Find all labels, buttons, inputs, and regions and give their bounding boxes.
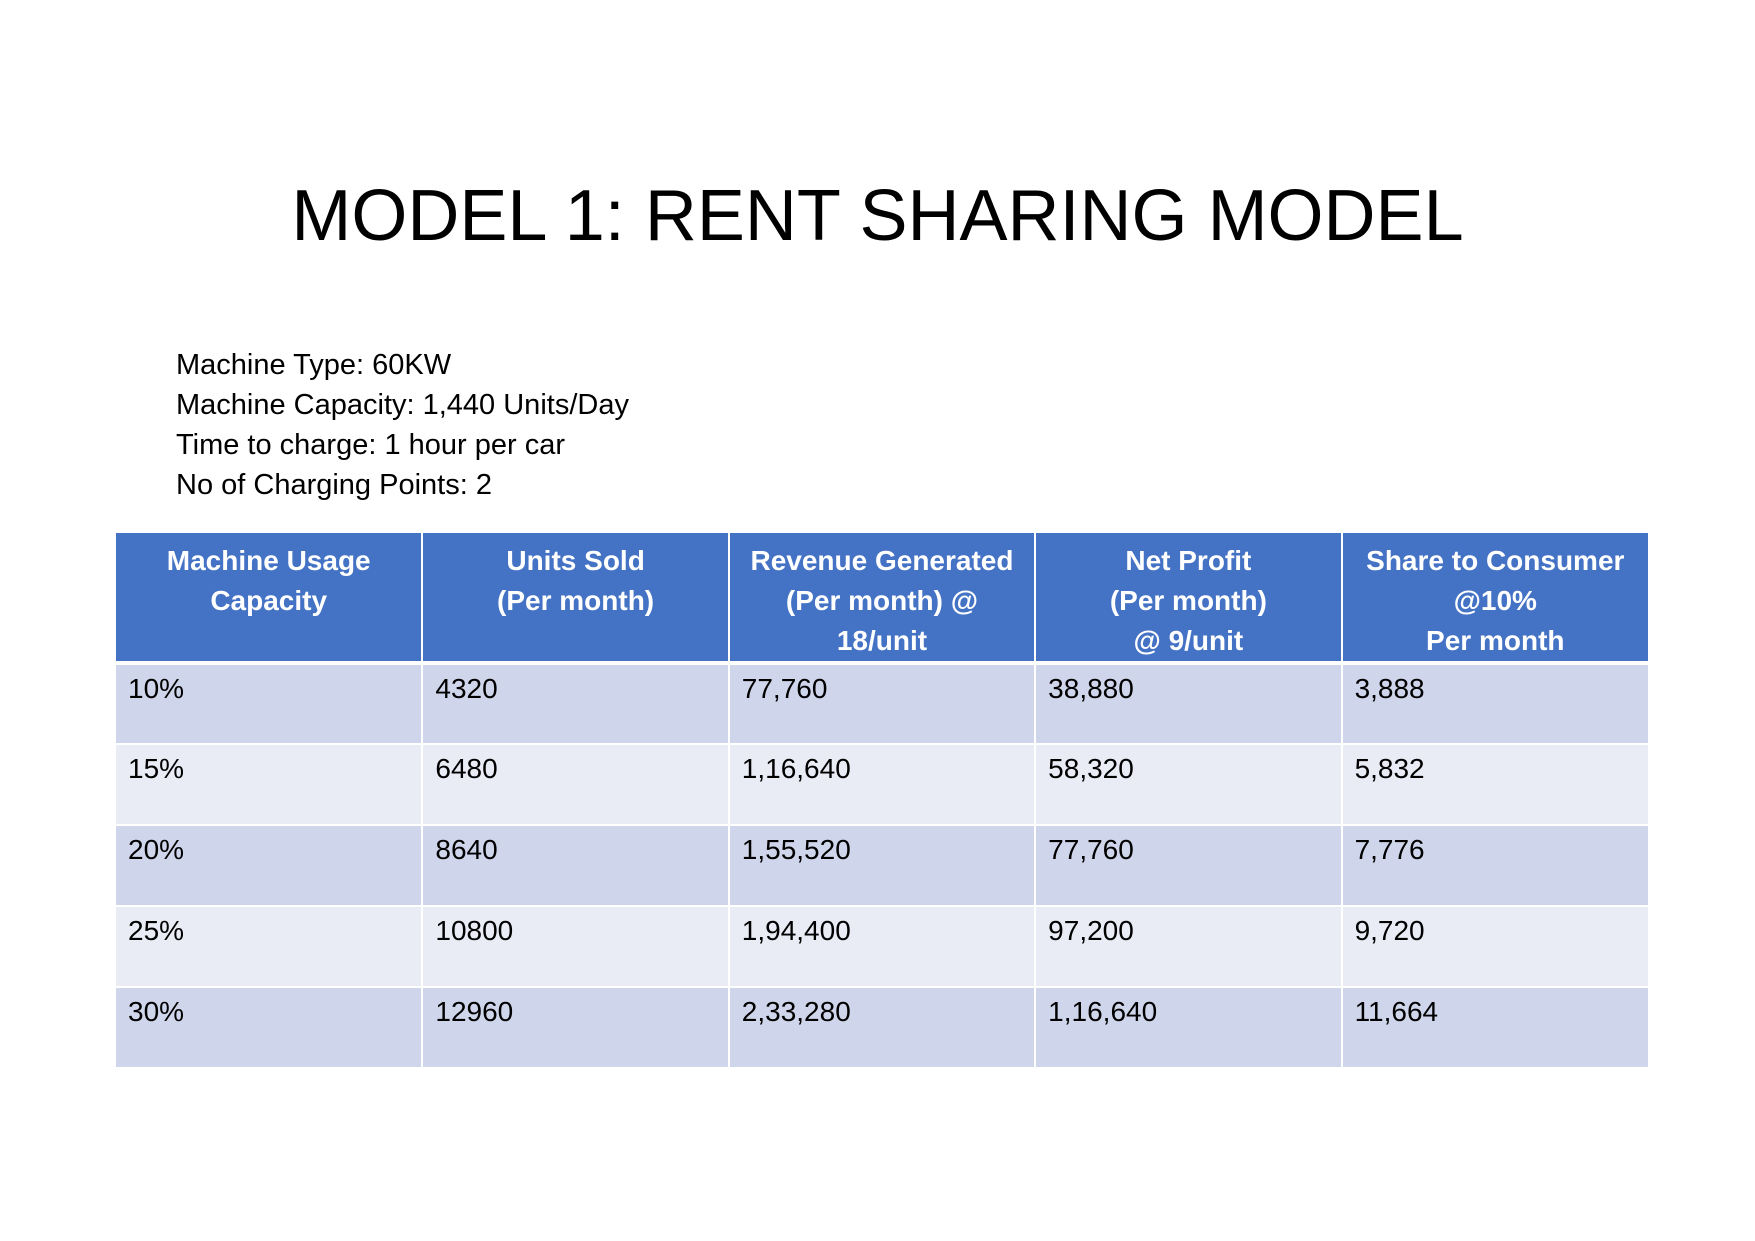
header-line: 18/unit (836, 625, 928, 656)
cell-consumer-share: 9,720 (1340, 905, 1648, 988)
cell-revenue: 2,33,280 (727, 986, 1037, 1069)
header-line: Share to Consumer (1366, 545, 1625, 576)
cell-net-profit: 58,320 (1034, 743, 1343, 826)
header-revenue-generated: Revenue Generated (Per month) @ 18/unit (727, 533, 1037, 665)
cell-units-sold: 8640 (421, 824, 730, 907)
cell-consumer-share: 7,776 (1340, 824, 1648, 907)
header-line: (Per month) (1109, 585, 1267, 616)
slide-title: MODEL 1: RENT SHARING MODEL (291, 176, 1464, 256)
header-line: Revenue Generated (750, 545, 1014, 576)
table-row: 20% 8640 1,55,520 77,760 7,776 (116, 824, 1648, 907)
spec-machine-capacity: Machine Capacity: 1,440 Units/Day (176, 389, 629, 421)
cell-net-profit: 77,760 (1034, 824, 1343, 907)
cell-consumer-share: 5,832 (1340, 743, 1648, 826)
spec-charging-points: No of Charging Points: 2 (176, 469, 492, 501)
header-line: Units Sold (506, 545, 645, 576)
cell-consumer-share: 3,888 (1340, 662, 1648, 745)
header-machine-usage-capacity: Machine Usage Capacity (116, 533, 424, 665)
cell-consumer-share: 11,664 (1340, 986, 1648, 1069)
table-header-row: Machine Usage Capacity Units Sold (Per m… (116, 533, 1648, 665)
cell-units-sold: 12960 (421, 986, 730, 1069)
header-share-to-consumer: Share to Consumer @10% Per month (1340, 533, 1648, 665)
cell-revenue: 77,760 (727, 662, 1037, 745)
header-line: Capacity (210, 585, 328, 616)
table-row: 10% 4320 77,760 38,880 3,888 (116, 662, 1648, 745)
header-line: Net Profit (1125, 545, 1252, 576)
header-line: Per month (1426, 625, 1565, 656)
cell-usage-capacity: 20% (116, 824, 424, 907)
cell-net-profit: 1,16,640 (1034, 986, 1343, 1069)
spec-time-to-charge: Time to charge: 1 hour per car (176, 429, 565, 461)
cell-units-sold: 4320 (421, 662, 730, 745)
header-units-sold: Units Sold (Per month) (421, 533, 730, 665)
cell-usage-capacity: 25% (116, 905, 424, 988)
cell-units-sold: 6480 (421, 743, 730, 826)
cell-net-profit: 38,880 (1034, 662, 1343, 745)
header-line: (Per month) (497, 585, 655, 616)
table-row: 15% 6480 1,16,640 58,320 5,832 (116, 743, 1648, 826)
cell-units-sold: 10800 (421, 905, 730, 988)
table-row: 30% 12960 2,33,280 1,16,640 11,664 (116, 986, 1648, 1069)
header-line: (Per month) @ (785, 585, 979, 616)
spec-machine-type: Machine Type: 60KW (176, 349, 452, 381)
cell-usage-capacity: 15% (116, 743, 424, 826)
header-line: @10% (1453, 585, 1537, 616)
header-net-profit: Net Profit (Per month) @ 9/unit (1034, 533, 1343, 665)
header-line: @ 9/unit (1133, 625, 1244, 656)
machine-specs: Machine Type: 60KW Machine Capacity: 1,4… (176, 345, 629, 505)
revenue-table: Machine Usage Capacity Units Sold (Per m… (116, 533, 1648, 1069)
cell-usage-capacity: 30% (116, 986, 424, 1069)
cell-net-profit: 97,200 (1034, 905, 1343, 988)
header-line: Machine Usage (166, 545, 371, 576)
cell-revenue: 1,94,400 (727, 905, 1037, 988)
cell-revenue: 1,16,640 (727, 743, 1037, 826)
cell-usage-capacity: 10% (116, 662, 424, 745)
table-row: 25% 10800 1,94,400 97,200 9,720 (116, 905, 1648, 988)
cell-revenue: 1,55,520 (727, 824, 1037, 907)
